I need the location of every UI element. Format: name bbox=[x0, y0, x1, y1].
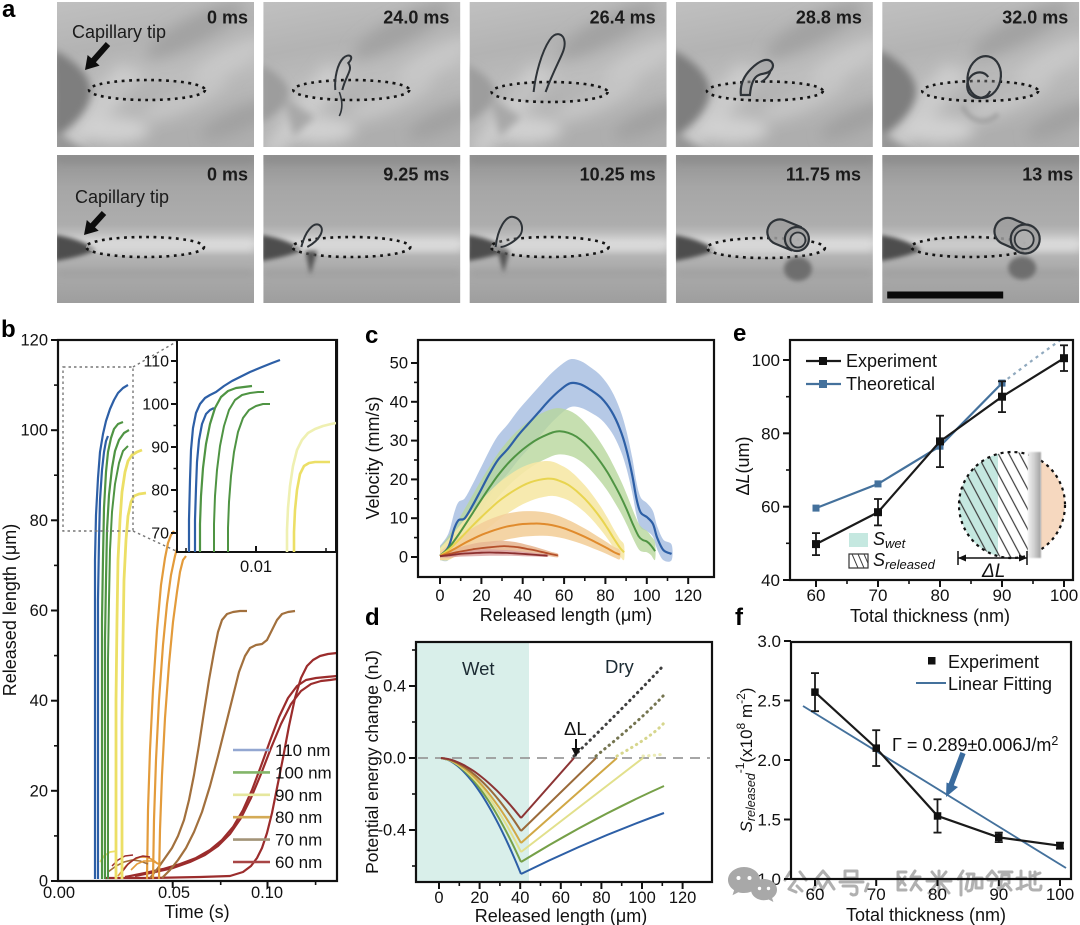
svg-text:Experiment: Experiment bbox=[846, 351, 937, 371]
svg-text:120: 120 bbox=[20, 332, 48, 350]
svg-text:0 ms: 0 ms bbox=[207, 165, 248, 185]
svg-text:13 ms: 13 ms bbox=[1022, 165, 1073, 185]
svg-text:0.4: 0.4 bbox=[383, 678, 406, 696]
svg-text:Swet: Swet bbox=[873, 529, 907, 551]
svg-text:1.5: 1.5 bbox=[757, 811, 781, 830]
svg-text:100: 100 bbox=[1046, 885, 1074, 904]
svg-text:Time (s): Time (s) bbox=[164, 902, 229, 922]
svg-text:24.0 ms: 24.0 ms bbox=[383, 8, 449, 28]
svg-text:90: 90 bbox=[993, 586, 1012, 605]
svg-text:100: 100 bbox=[142, 397, 169, 414]
svg-text:ΔL(um): ΔL(um) bbox=[733, 436, 753, 495]
svg-text:Sreleased-1(x108 m-2): Sreleased-1(x108 m-2) bbox=[733, 688, 758, 833]
svg-text:0.05: 0.05 bbox=[158, 884, 190, 902]
svg-text:80: 80 bbox=[592, 889, 610, 907]
svg-text:0: 0 bbox=[399, 549, 408, 567]
svg-text:-0.4: -0.4 bbox=[378, 822, 406, 840]
svg-text:60: 60 bbox=[761, 498, 780, 517]
svg-text:30: 30 bbox=[390, 432, 408, 450]
svg-text:60 nm: 60 nm bbox=[275, 853, 322, 872]
svg-text:120: 120 bbox=[674, 587, 702, 605]
svg-text:80: 80 bbox=[151, 483, 169, 500]
svg-text:80 nm: 80 nm bbox=[275, 808, 322, 827]
svg-text:50: 50 bbox=[390, 355, 408, 373]
svg-text:20: 20 bbox=[472, 587, 490, 605]
svg-text:Potential energy change (nJ): Potential energy change (nJ) bbox=[362, 650, 382, 874]
svg-text:120: 120 bbox=[669, 889, 697, 907]
svg-text:Linear Fitting: Linear Fitting bbox=[948, 674, 1052, 694]
svg-text:0: 0 bbox=[435, 587, 444, 605]
svg-text:60: 60 bbox=[555, 587, 573, 605]
svg-text:20: 20 bbox=[30, 782, 48, 800]
svg-text:110: 110 bbox=[143, 354, 169, 371]
svg-text:Theoretical: Theoretical bbox=[846, 374, 935, 394]
svg-text:10.25 ms: 10.25 ms bbox=[580, 165, 656, 185]
svg-text:26.4 ms: 26.4 ms bbox=[590, 8, 656, 28]
svg-text:Capillary tip: Capillary tip bbox=[72, 22, 166, 42]
svg-text:0.0: 0.0 bbox=[383, 750, 406, 768]
svg-text:60: 60 bbox=[806, 885, 825, 904]
svg-text:90: 90 bbox=[151, 440, 169, 457]
svg-text:2.0: 2.0 bbox=[757, 751, 781, 770]
svg-text:0.10: 0.10 bbox=[251, 884, 283, 902]
svg-text:11.75 ms: 11.75 ms bbox=[786, 165, 861, 185]
svg-text:Total thickness (nm): Total thickness (nm) bbox=[850, 606, 1010, 626]
svg-text:ΔL: ΔL bbox=[564, 718, 587, 739]
svg-text:70: 70 bbox=[151, 526, 169, 543]
svg-text:32.0 ms: 32.0 ms bbox=[1002, 8, 1068, 28]
svg-text:Experiment: Experiment bbox=[948, 652, 1039, 672]
svg-text:100: 100 bbox=[752, 351, 780, 370]
svg-text:0.00: 0.00 bbox=[43, 884, 75, 902]
svg-text:70: 70 bbox=[867, 885, 886, 904]
svg-text:Γ = 0.289±0.006J/m2: Γ = 0.289±0.006J/m2 bbox=[892, 734, 1058, 755]
svg-text:60: 60 bbox=[552, 889, 570, 907]
svg-text:40: 40 bbox=[761, 571, 780, 590]
svg-text:70: 70 bbox=[869, 586, 888, 605]
svg-text:40: 40 bbox=[30, 692, 48, 710]
svg-text:10: 10 bbox=[390, 510, 408, 528]
svg-text:0 ms: 0 ms bbox=[207, 8, 248, 28]
svg-text:100: 100 bbox=[20, 422, 48, 440]
svg-text:Released length (μm): Released length (μm) bbox=[0, 524, 20, 696]
svg-text:0: 0 bbox=[39, 873, 48, 891]
svg-text:80: 80 bbox=[931, 586, 950, 605]
svg-text:90 nm: 90 nm bbox=[275, 786, 322, 805]
svg-text:100: 100 bbox=[1050, 586, 1078, 605]
svg-text:110 nm: 110 nm bbox=[275, 741, 330, 760]
svg-text:40: 40 bbox=[511, 889, 529, 907]
svg-text:3.0: 3.0 bbox=[757, 632, 781, 651]
svg-text:Total thickness (nm): Total thickness (nm) bbox=[846, 905, 1006, 925]
svg-text:100: 100 bbox=[633, 587, 661, 605]
svg-text:60: 60 bbox=[30, 602, 48, 620]
svg-text:28.8 ms: 28.8 ms bbox=[796, 8, 862, 28]
svg-text:20: 20 bbox=[390, 471, 408, 489]
svg-text:Wet: Wet bbox=[462, 658, 495, 679]
svg-text:0: 0 bbox=[434, 889, 443, 907]
svg-text:100 nm: 100 nm bbox=[275, 763, 332, 782]
svg-text:80: 80 bbox=[761, 424, 780, 443]
svg-text:2.5: 2.5 bbox=[757, 692, 781, 711]
svg-text:60: 60 bbox=[807, 586, 826, 605]
svg-text:ΔL: ΔL bbox=[981, 561, 1005, 582]
svg-text:20: 20 bbox=[470, 889, 488, 907]
svg-text:9.25 ms: 9.25 ms bbox=[383, 165, 449, 185]
svg-text:80: 80 bbox=[596, 587, 614, 605]
svg-text:90: 90 bbox=[989, 885, 1008, 904]
svg-text:70 nm: 70 nm bbox=[275, 831, 322, 850]
svg-text:100: 100 bbox=[628, 889, 656, 907]
svg-text:Velocity (mm/s): Velocity (mm/s) bbox=[363, 396, 383, 519]
svg-text:Released length (μm): Released length (μm) bbox=[475, 906, 647, 925]
svg-text:Capillary tip: Capillary tip bbox=[75, 187, 169, 207]
svg-text:40: 40 bbox=[390, 393, 408, 411]
svg-text:Dry: Dry bbox=[605, 656, 635, 677]
svg-text:Released length (μm): Released length (μm) bbox=[480, 605, 652, 625]
svg-text:Sreleased: Sreleased bbox=[873, 550, 936, 572]
svg-text:80: 80 bbox=[30, 512, 48, 530]
svg-text:0.01: 0.01 bbox=[240, 558, 272, 576]
svg-text:40: 40 bbox=[514, 587, 532, 605]
